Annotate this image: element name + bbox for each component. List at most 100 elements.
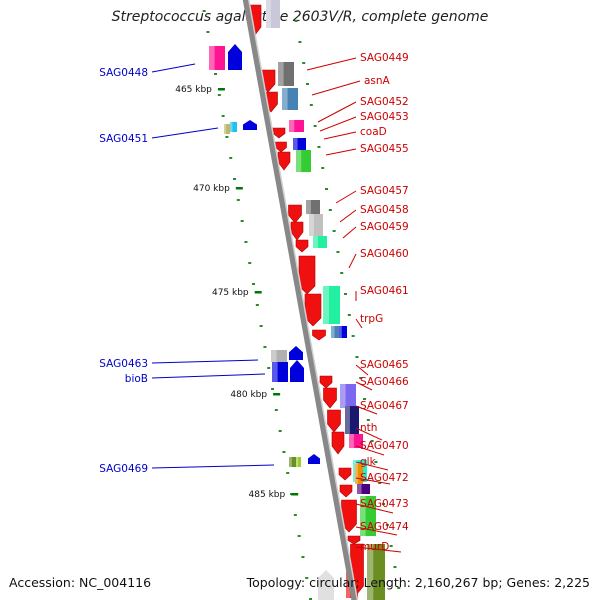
- kbp-ticks: 465 kbp 470 kbp 475 kbp 480 kbp 485 kbp: [175, 85, 299, 500]
- track-dot: [293, 514, 297, 516]
- gene-label-right: SAG0472: [360, 472, 409, 484]
- track-dot: [332, 230, 336, 232]
- track-dot: [309, 104, 313, 106]
- track-dot: [363, 398, 367, 400]
- gene-label-right: trpG: [360, 313, 383, 325]
- callout-line: [151, 63, 196, 73]
- track-dot: [274, 409, 278, 411]
- gene-label-left: SAG0469: [99, 463, 148, 475]
- track-dot: [389, 545, 393, 547]
- gene-box: [313, 236, 327, 248]
- gene-label-right: SAG0470: [360, 440, 409, 452]
- gene-arrow-reverse: [243, 120, 257, 130]
- genome-summary-text: Topology: circular; Length: 2,160,267 bp…: [246, 575, 590, 590]
- gene-label-right: SAG0461: [360, 285, 409, 297]
- track-dot: [252, 283, 256, 285]
- track-dot: [267, 367, 271, 369]
- gene-box: [271, 350, 287, 362]
- track-dot: [397, 587, 401, 589]
- callout-line: [355, 364, 369, 376]
- gene-box: [357, 484, 370, 494]
- gene-box-shade: [230, 122, 233, 132]
- callout-line: [355, 427, 383, 441]
- callout-line: [355, 445, 385, 456]
- track-dot: [248, 262, 252, 264]
- track-dot: [286, 472, 290, 474]
- gene-arrow-forward: [319, 375, 333, 389]
- gene-arrow-forward: [312, 329, 326, 341]
- callout-line: [151, 373, 266, 379]
- gene-box-shade: [293, 138, 298, 150]
- tick-mark: [254, 291, 262, 294]
- gene-box: [296, 150, 311, 172]
- callout-line: [306, 57, 357, 71]
- gene-label-right: SAG0449: [360, 52, 409, 64]
- tick-label: 465 kbp: [175, 85, 212, 95]
- callout-line: [355, 526, 398, 536]
- track-dot: [351, 335, 355, 337]
- track-dot: [317, 146, 321, 148]
- track-dot: [393, 566, 397, 568]
- gene-arrow-forward: [327, 409, 341, 433]
- track-dot: [302, 62, 306, 64]
- callout-line: [311, 80, 361, 96]
- gene-box-shade: [224, 124, 227, 134]
- track-dot: [336, 251, 340, 253]
- gene-arrow-forward: [272, 127, 286, 139]
- accession-text: Accession: NC_004116: [9, 575, 152, 590]
- gene-box: [224, 124, 230, 134]
- gene-box-shade: [209, 46, 215, 70]
- track-dot: [255, 304, 259, 306]
- callout-line: [323, 131, 357, 140]
- gene-box-shade: [296, 150, 302, 172]
- track-dot: [282, 451, 286, 453]
- track-dot: [370, 440, 374, 442]
- gene-box-shade: [346, 572, 351, 598]
- gene-box: [345, 406, 359, 434]
- gene-box-shade: [323, 286, 329, 324]
- gene-label-right: nth: [360, 422, 377, 434]
- callout-line: [319, 116, 357, 132]
- gene-features: [209, 0, 385, 600]
- callout-line: [317, 101, 357, 123]
- gene-label-right: SAG0467: [360, 400, 409, 412]
- gene-label-left: SAG0451: [99, 133, 148, 145]
- gene-arrow-reverse: [228, 44, 242, 70]
- gene-box-shade: [278, 62, 284, 86]
- track-dot: [378, 482, 382, 484]
- gene-box: [230, 122, 237, 132]
- gene-label-right: SAG0452: [360, 96, 409, 108]
- gene-label-right: coaD: [360, 126, 387, 138]
- map-title: Streptococcus agalactiae 2603V/R, comple…: [111, 9, 489, 25]
- track-dot: [344, 293, 348, 295]
- gene-arrow-forward: [347, 535, 361, 545]
- tick-label: 485 kbp: [249, 490, 286, 500]
- gene-box-shade: [306, 200, 311, 214]
- gene-box: [278, 62, 294, 86]
- gene-box: [266, 0, 280, 28]
- gene-callouts: SAG0449 asnA SAG0452 SAG0453 coaD SAG0455 SAG0…: [99, 52, 409, 553]
- gene-arrow-forward: [331, 431, 345, 455]
- gene-arrow-forward: [339, 484, 353, 498]
- tick-mark: [235, 187, 243, 190]
- gene-box: [349, 434, 363, 448]
- gene-box-shade: [289, 457, 292, 467]
- callout-line: [355, 405, 378, 415]
- track-dot: [297, 535, 301, 537]
- gene-arrow-reverse: [318, 570, 334, 600]
- gene-box: [289, 457, 297, 467]
- track-dot: [359, 377, 363, 379]
- gene-label-right: SAG0455: [360, 143, 409, 155]
- callout-line: [355, 461, 389, 471]
- gene-label-right: murD: [360, 541, 389, 553]
- track-dot: [366, 419, 370, 421]
- callout-line: [355, 503, 394, 514]
- track-dot: [214, 73, 218, 75]
- gene-box-shade: [296, 457, 298, 467]
- track-dot: [385, 524, 389, 526]
- gene-label-right: SAG0473: [360, 498, 409, 510]
- track-dot: [221, 115, 225, 117]
- gene-box-shade: [367, 544, 374, 600]
- gene-box-shade: [289, 120, 295, 132]
